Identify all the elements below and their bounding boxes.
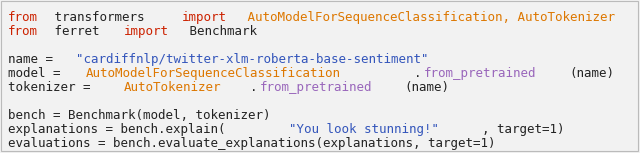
- Text: AutoModelForSequenceClassification: AutoModelForSequenceClassification: [85, 67, 340, 80]
- Text: evaluations = bench.evaluate_explanations(explanations, target=1): evaluations = bench.evaluate_explanation…: [8, 137, 495, 150]
- Text: transformers: transformers: [47, 11, 152, 24]
- Text: AutoModelForSequenceClassification, AutoTokenizer: AutoModelForSequenceClassification, Auto…: [240, 11, 615, 24]
- Text: import: import: [124, 25, 169, 38]
- Text: from: from: [8, 25, 38, 38]
- Text: model =: model =: [8, 67, 68, 80]
- Text: (name): (name): [404, 81, 450, 94]
- Text: (name): (name): [570, 67, 614, 80]
- Text: from: from: [8, 11, 38, 24]
- Text: bench = Benchmark(model, tokenizer): bench = Benchmark(model, tokenizer): [8, 109, 271, 122]
- Text: "cardiffnlp/twitter-xlm-roberta-base-sentiment": "cardiffnlp/twitter-xlm-roberta-base-sen…: [76, 53, 428, 66]
- FancyBboxPatch shape: [1, 1, 638, 151]
- Text: import: import: [182, 11, 227, 24]
- Text: .: .: [415, 67, 422, 80]
- Text: , target=1): , target=1): [482, 123, 564, 136]
- Text: ferret: ferret: [47, 25, 107, 38]
- Text: tokenizer =: tokenizer =: [8, 81, 98, 94]
- Text: AutoTokenizer: AutoTokenizer: [124, 81, 221, 94]
- Text: from_pretrained: from_pretrained: [260, 81, 372, 94]
- Text: "You look stunning!": "You look stunning!": [289, 123, 438, 136]
- Text: explanations = bench.explain(: explanations = bench.explain(: [8, 123, 225, 136]
- Text: .: .: [250, 81, 257, 94]
- Text: Benchmark: Benchmark: [182, 25, 257, 38]
- Text: name =: name =: [8, 53, 61, 66]
- Text: from_pretrained: from_pretrained: [424, 67, 536, 80]
